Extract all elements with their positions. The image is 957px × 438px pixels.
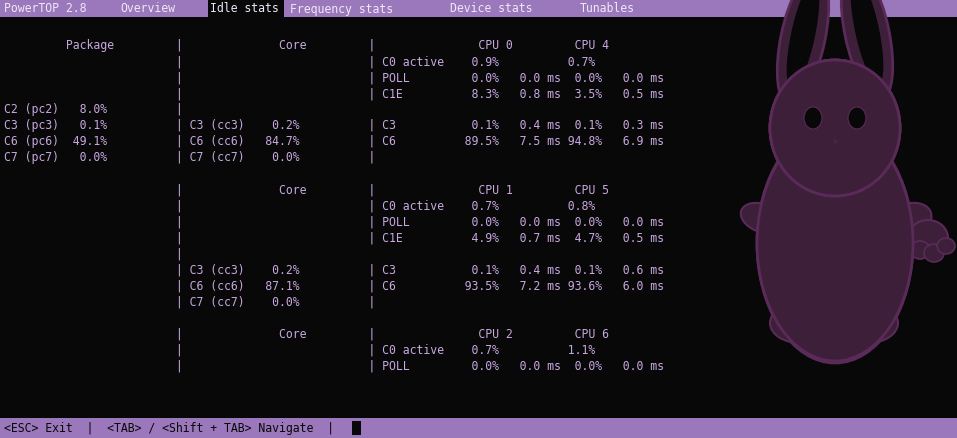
Text: Idle stats: Idle stats [210, 3, 278, 15]
Ellipse shape [757, 126, 913, 361]
Text: ✕: ✕ [833, 136, 837, 145]
Text: |                           | POLL         0.0%   0.0 ms  0.0%   0.0 ms: | | POLL 0.0% 0.0 ms 0.0% 0.0 ms [4, 215, 664, 228]
Bar [208, 0, 284, 18]
Text: <ESC> Exit  |  <TAB> / <Shift + TAB> Navigate  |: <ESC> Exit | <TAB> / <Shift + TAB> Navig… [4, 421, 334, 434]
Text: |                           | POLL         0.0%   0.0 ms  0.0%   0.0 ms: | | POLL 0.0% 0.0 ms 0.0% 0.0 ms [4, 71, 664, 84]
Ellipse shape [797, 169, 873, 205]
Ellipse shape [770, 61, 900, 197]
Text: |              Core         |               CPU 1         CPU 5: | Core | CPU 1 CPU 5 [4, 183, 609, 196]
Text: C2 (pc2)   8.0%          |: C2 (pc2) 8.0% | [4, 103, 183, 116]
Text: Tunables: Tunables [580, 3, 635, 15]
Ellipse shape [777, 0, 829, 106]
Ellipse shape [851, 0, 883, 85]
Text: Device stats: Device stats [450, 3, 532, 15]
Text: |                           | C0 active    0.7%          0.8%: | | C0 active 0.7% 0.8% [4, 199, 595, 212]
Text: |                           | C1E          8.3%   0.8 ms  3.5%   0.5 ms: | | C1E 8.3% 0.8 ms 3.5% 0.5 ms [4, 87, 664, 100]
Bar [352, 421, 361, 435]
Ellipse shape [937, 238, 955, 254]
Text: Package         |              Core         |               CPU 0         CPU 4: Package | Core | CPU 0 CPU 4 [4, 39, 609, 53]
Ellipse shape [838, 303, 898, 343]
Ellipse shape [879, 203, 931, 244]
Text: | C3 (cc3)    0.2%          | C3           0.1%   0.4 ms  0.1%   0.6 ms: | C3 (cc3) 0.2% | C3 0.1% 0.4 ms 0.1% 0.… [4, 263, 664, 276]
Ellipse shape [770, 61, 900, 197]
Text: C6 (pc6)  49.1%          | C6 (cc6)   84.7%          | C6          89.5%   7.5 m: C6 (pc6) 49.1% | C6 (cc6) 84.7% | C6 89.… [4, 135, 664, 148]
Ellipse shape [804, 108, 822, 130]
Ellipse shape [770, 61, 900, 197]
Bar [0, 418, 957, 438]
Text: |                           | C0 active    0.9%          0.7%: | | C0 active 0.9% 0.7% [4, 55, 595, 68]
Text: | C7 (cc7)    0.0%          |: | C7 (cc7) 0.0% | [4, 295, 375, 308]
Ellipse shape [757, 124, 913, 363]
Text: Overview: Overview [120, 3, 175, 15]
Text: | C6 (cc6)   87.1%          | C6          93.5%   7.2 ms 93.6%   6.0 ms: | C6 (cc6) 87.1% | C6 93.5% 7.2 ms 93.6%… [4, 279, 664, 292]
Text: |                           | C0 active    0.7%          1.1%: | | C0 active 0.7% 1.1% [4, 343, 595, 356]
Text: C3 (pc3)   0.1%          | C3 (cc3)    0.2%          | C3           0.1%   0.4 m: C3 (pc3) 0.1% | C3 (cc3) 0.2% | C3 0.1% … [4, 119, 664, 132]
Text: Frequency stats: Frequency stats [290, 3, 393, 15]
Ellipse shape [908, 220, 948, 256]
Ellipse shape [770, 303, 830, 343]
Ellipse shape [910, 241, 930, 259]
Ellipse shape [924, 244, 944, 262]
Ellipse shape [848, 108, 866, 130]
Ellipse shape [741, 203, 783, 233]
Text: |                           | POLL         0.0%   0.0 ms  0.0%   0.0 ms: | | POLL 0.0% 0.0 ms 0.0% 0.0 ms [4, 359, 664, 372]
Text: PowerTOP 2.8: PowerTOP 2.8 [4, 3, 86, 15]
Text: C7 (pc7)   0.0%          | C7 (cc7)    0.0%          |: C7 (pc7) 0.0% | C7 (cc7) 0.0% | [4, 151, 375, 164]
Ellipse shape [787, 0, 819, 90]
Text: |                           | C1E          4.9%   0.7 ms  4.7%   0.5 ms: | | C1E 4.9% 0.7 ms 4.7% 0.5 ms [4, 231, 664, 244]
Text: |: | [4, 247, 183, 260]
Bar [0, 0, 957, 18]
Ellipse shape [841, 0, 893, 100]
Text: |              Core         |               CPU 2         CPU 6: | Core | CPU 2 CPU 6 [4, 327, 609, 340]
